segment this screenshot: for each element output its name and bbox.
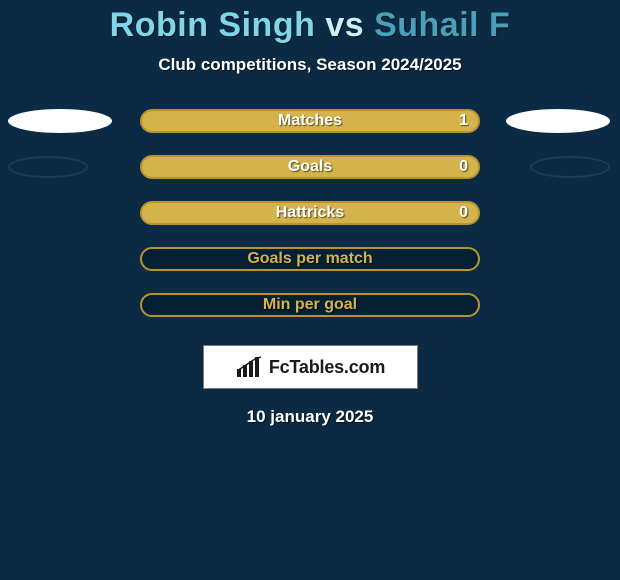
stat-value: 0 [459, 158, 468, 176]
deco-ellipse-left [8, 156, 88, 178]
deco-ellipse-right [530, 156, 610, 178]
stat-row: Min per goal [0, 293, 620, 317]
stat-row: Matches 1 [0, 109, 620, 133]
stat-bar: Goals 0 [140, 155, 480, 179]
stat-bar: Matches 1 [140, 109, 480, 133]
stat-row: Goals 0 [0, 155, 620, 179]
stat-row: Goals per match [0, 247, 620, 271]
branding-box: FcTables.com [203, 345, 418, 389]
stat-value: 0 [459, 204, 468, 222]
stat-bar: Hattricks 0 [140, 201, 480, 225]
stat-bar: Goals per match [140, 247, 480, 271]
title-player-right: Suhail F [374, 6, 510, 44]
title-player-left: Robin Singh [110, 6, 316, 44]
stat-rows: Matches 1 Goals 0 Hattricks 0 Goals per match M… [0, 109, 620, 339]
stat-label: Min per goal [263, 296, 357, 314]
stat-row: Hattricks 0 [0, 201, 620, 225]
page-title: Robin Singh vs Suhail F [110, 6, 511, 45]
brand-logo-icon [235, 355, 263, 379]
stat-bar: Min per goal [140, 293, 480, 317]
stat-label: Goals per match [247, 250, 372, 268]
subtitle: Club competitions, Season 2024/2025 [158, 55, 461, 75]
brand-text: FcTables.com [269, 357, 385, 378]
title-vs: vs [325, 6, 364, 44]
stat-label: Hattricks [276, 204, 344, 222]
comparison-infographic: Robin Singh vs Suhail F Club competition… [0, 0, 620, 580]
stat-label: Goals [288, 158, 332, 176]
stat-label: Matches [278, 112, 342, 130]
deco-ellipse-left [8, 109, 112, 133]
stat-value: 1 [459, 112, 468, 130]
deco-ellipse-right [506, 109, 610, 133]
date-stamp: 10 january 2025 [247, 407, 374, 427]
